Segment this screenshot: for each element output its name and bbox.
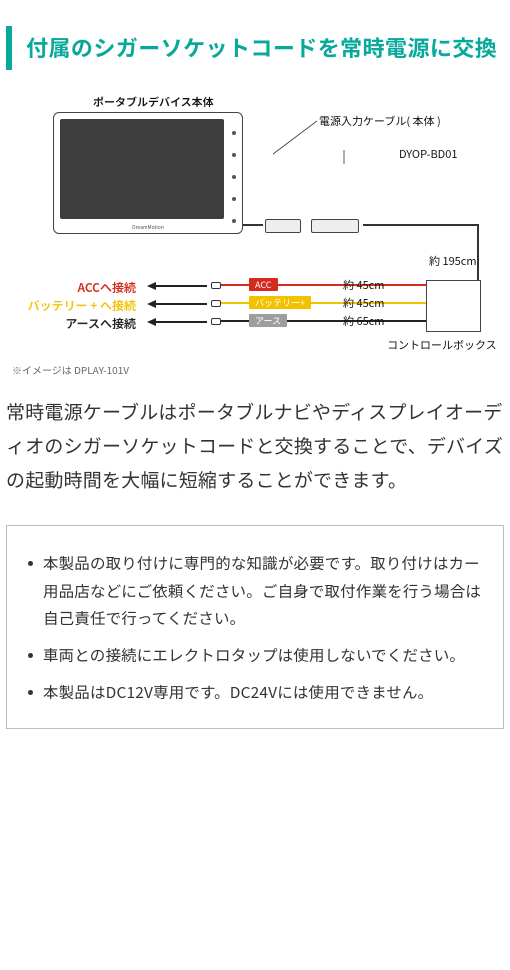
notice-list: 本製品の取り付けに専門的な知識が必要です。取り付けはカー用品店などにご依頼くださ… bbox=[25, 550, 485, 706]
device-label: ポータブルデバイス本体 bbox=[93, 94, 214, 110]
pointer-line bbox=[338, 150, 350, 164]
wire-target-label: アースへ接続 bbox=[65, 315, 136, 332]
ring-terminal-icon bbox=[211, 318, 221, 325]
arrow-left-icon bbox=[147, 300, 156, 308]
wire-target-label: ACCへ接続 bbox=[77, 279, 136, 296]
diagram-footnote: ※イメージは DPLAY-101V bbox=[12, 362, 498, 377]
main-cable-length: 約 195cm bbox=[429, 253, 477, 269]
notice-box: 本製品の取り付けに専門的な知識が必要です。取り付けはカー用品店などにご依頼くださ… bbox=[6, 525, 504, 729]
arrow-shaft bbox=[155, 321, 207, 323]
page-title: 付属のシガーソケットコードを常時電源に交換 bbox=[26, 32, 504, 64]
wire-length: 約 45cm bbox=[343, 295, 384, 311]
wire-target-label: バッテリー + へ接続 bbox=[28, 297, 136, 314]
wire-length: 約 65cm bbox=[343, 313, 384, 329]
wire-tag: バッテリー+ bbox=[249, 296, 311, 309]
connector-dyop bbox=[311, 219, 359, 233]
wiring-diagram: ポータブルデバイス本体 DreamMotion 電源入力ケーブル( 本体 ) D… bbox=[11, 94, 499, 354]
connector-body bbox=[265, 219, 301, 233]
wire-length: 約 45cm bbox=[343, 277, 384, 293]
arrow-left-icon bbox=[147, 318, 156, 326]
notice-item: 本製品の取り付けに専門的な知識が必要です。取り付けはカー用品店などにご依頼くださ… bbox=[25, 550, 485, 631]
arrow-left-icon bbox=[147, 282, 156, 290]
notice-item: 車両との接続にエレクトロタップは使用しないでください。 bbox=[25, 642, 485, 669]
title-bar: 付属のシガーソケットコードを常時電源に交換 bbox=[6, 26, 504, 70]
arrow-shaft bbox=[155, 285, 207, 287]
wire-tag: アース bbox=[249, 314, 287, 327]
wire-tag: ACC bbox=[249, 278, 278, 291]
body-text: 常時電源ケーブルはポータブルナビやディスプレイオーディオのシガーソケットコードと… bbox=[6, 395, 504, 498]
device-screen: DreamMotion bbox=[53, 112, 243, 234]
arrow-shaft bbox=[155, 303, 207, 305]
notice-item: 本製品はDC12V専用です。DC24Vには使用できません。 bbox=[25, 679, 485, 706]
pointer-line bbox=[273, 119, 317, 159]
cable-in-label: 電源入力ケーブル( 本体 ) bbox=[319, 113, 441, 129]
control-box-label: コントロールボックス bbox=[387, 337, 497, 353]
ring-terminal-icon bbox=[211, 300, 221, 307]
brand-text: DreamMotion bbox=[132, 224, 164, 231]
ring-terminal-icon bbox=[211, 282, 221, 289]
